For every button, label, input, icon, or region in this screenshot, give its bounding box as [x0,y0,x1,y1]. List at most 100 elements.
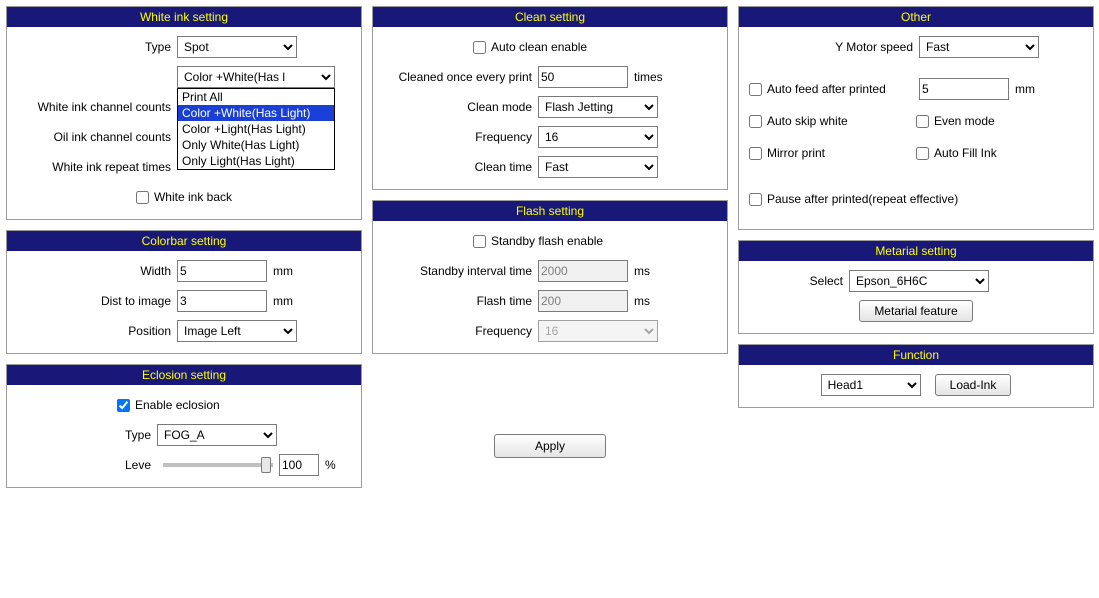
flash-time-input [538,290,628,312]
white-ink-type-select[interactable]: Spot [177,36,297,58]
eclosion-level-input[interactable] [279,454,319,476]
clean-mode-label: Clean mode [383,100,538,114]
clean-panel: Clean setting Auto clean enable Cleaned … [372,6,728,190]
clean-once-label: Cleaned once every print [383,70,538,84]
auto-clean-label: Auto clean enable [491,40,587,54]
other-panel: Other Y Motor speed Fast Auto feed after… [738,6,1094,230]
eclosion-level-label: Leve [17,458,157,472]
standby-flash-wrap[interactable]: Standby flash enable [473,234,603,248]
oil-channel-counts-label: Oil ink channel counts [17,130,177,144]
clean-title: Clean setting [373,7,727,27]
autofill-checkbox[interactable] [916,147,929,160]
white-ink-back-checkbox-wrap[interactable]: White ink back [136,190,232,204]
white-repeat-label: White ink repeat times [17,160,177,174]
colorbar-width-input[interactable] [177,260,267,282]
flash-freq-label: Frequency [383,324,538,338]
unit-mm: mm [267,264,293,278]
autofeed-input[interactable] [919,78,1009,100]
autoskip-wrap[interactable]: Auto skip white [749,114,916,128]
eclosion-title: Eclosion setting [7,365,361,385]
material-panel: Metarial setting Select Epson_6H6C Metar… [738,240,1094,334]
pause-wrap[interactable]: Pause after printed(repeat effective) [749,192,958,206]
eclosion-enable-wrap[interactable]: Enable eclosion [117,398,220,412]
evenmode-checkbox[interactable] [916,115,929,128]
evenmode-wrap[interactable]: Even mode [916,114,1083,128]
autoskip-checkbox[interactable] [749,115,762,128]
white-channel-counts-label: White ink channel counts [17,100,177,114]
clean-mode-select[interactable]: Flash Jetting [538,96,658,118]
dropdown-option[interactable]: Color +Light(Has Light) [178,121,334,137]
yspeed-select[interactable]: Fast [919,36,1039,58]
flash-time-label: Flash time [383,294,538,308]
autofeed-wrap[interactable]: Auto feed after printed [749,82,919,96]
clean-time-select[interactable]: Fast [538,156,658,178]
pause-checkbox[interactable] [749,193,762,206]
autofill-label: Auto Fill Ink [934,146,997,160]
apply-button[interactable]: Apply [494,434,606,458]
flash-interval-label: Standby interval time [383,264,538,278]
white-ink-mode-select[interactable]: Color +White(Has l [177,66,335,88]
eclosion-type-label: Type [17,428,157,442]
unit-mm: mm [267,294,293,308]
dropdown-option[interactable]: Only Light(Has Light) [178,153,334,169]
other-title: Other [739,7,1093,27]
dropdown-option-selected[interactable]: Color +White(Has Light) [178,105,334,121]
slider-thumb[interactable] [261,457,271,473]
mirror-wrap[interactable]: Mirror print [749,146,916,160]
unit-times: times [628,70,663,84]
autofeed-label: Auto feed after printed [767,82,886,96]
unit-ms: ms [628,294,650,308]
clean-freq-select[interactable]: 16 [538,126,658,148]
eclosion-enable-label: Enable eclosion [135,398,220,412]
mirror-checkbox[interactable] [749,147,762,160]
dropdown-option[interactable]: Print All [178,89,334,105]
unit-mm: mm [1009,82,1035,96]
white-ink-panel: White ink setting Type Spot Color +White… [6,6,362,220]
material-select[interactable]: Epson_6H6C [849,270,989,292]
white-ink-title: White ink setting [7,7,361,27]
auto-clean-checkbox[interactable] [473,41,486,54]
white-ink-mode-options: Print All Color +White(Has Light) Color … [177,88,335,170]
colorbar-pos-select[interactable]: Image Left [177,320,297,342]
flash-freq-select: 16 [538,320,658,342]
load-ink-button[interactable]: Load-Ink [935,374,1012,396]
function-head-select[interactable]: Head1 [821,374,921,396]
white-ink-back-checkbox[interactable] [136,191,149,204]
clean-once-input[interactable] [538,66,628,88]
material-feature-button[interactable]: Metarial feature [859,300,972,322]
yspeed-label: Y Motor speed [749,40,919,54]
function-panel: Function Head1 Load-Ink [738,344,1094,408]
autoskip-label: Auto skip white [767,114,848,128]
colorbar-pos-label: Position [17,324,177,338]
unit-pct: % [319,458,336,472]
evenmode-label: Even mode [934,114,995,128]
type-label: Type [17,40,177,54]
pause-label: Pause after printed(repeat effective) [767,192,958,206]
mirror-label: Mirror print [767,146,825,160]
colorbar-dist-input[interactable] [177,290,267,312]
standby-flash-label: Standby flash enable [491,234,603,248]
eclosion-panel: Eclosion setting Enable eclosion Type FO… [6,364,362,488]
standby-flash-checkbox[interactable] [473,235,486,248]
eclosion-type-select[interactable]: FOG_A [157,424,277,446]
flash-title: Flash setting [373,201,727,221]
colorbar-width-label: Width [17,264,177,278]
clean-freq-label: Frequency [383,130,538,144]
colorbar-title: Colorbar setting [7,231,361,251]
auto-clean-wrap[interactable]: Auto clean enable [473,40,587,54]
flash-interval-input [538,260,628,282]
clean-time-label: Clean time [383,160,538,174]
function-title: Function [739,345,1093,365]
dropdown-option[interactable]: Only White(Has Light) [178,137,334,153]
eclosion-level-slider[interactable] [163,463,273,467]
material-title: Metarial setting [739,241,1093,261]
white-ink-back-label: White ink back [154,190,232,204]
autofeed-checkbox[interactable] [749,83,762,96]
autofill-wrap[interactable]: Auto Fill Ink [916,146,1083,160]
white-ink-mode-dropdown[interactable]: Color +White(Has l Print All Color +Whit… [177,66,335,88]
eclosion-enable-checkbox[interactable] [117,399,130,412]
unit-ms: ms [628,264,650,278]
material-select-label: Select [749,274,849,288]
colorbar-panel: Colorbar setting Width mm Dist to image … [6,230,362,354]
colorbar-dist-label: Dist to image [17,294,177,308]
